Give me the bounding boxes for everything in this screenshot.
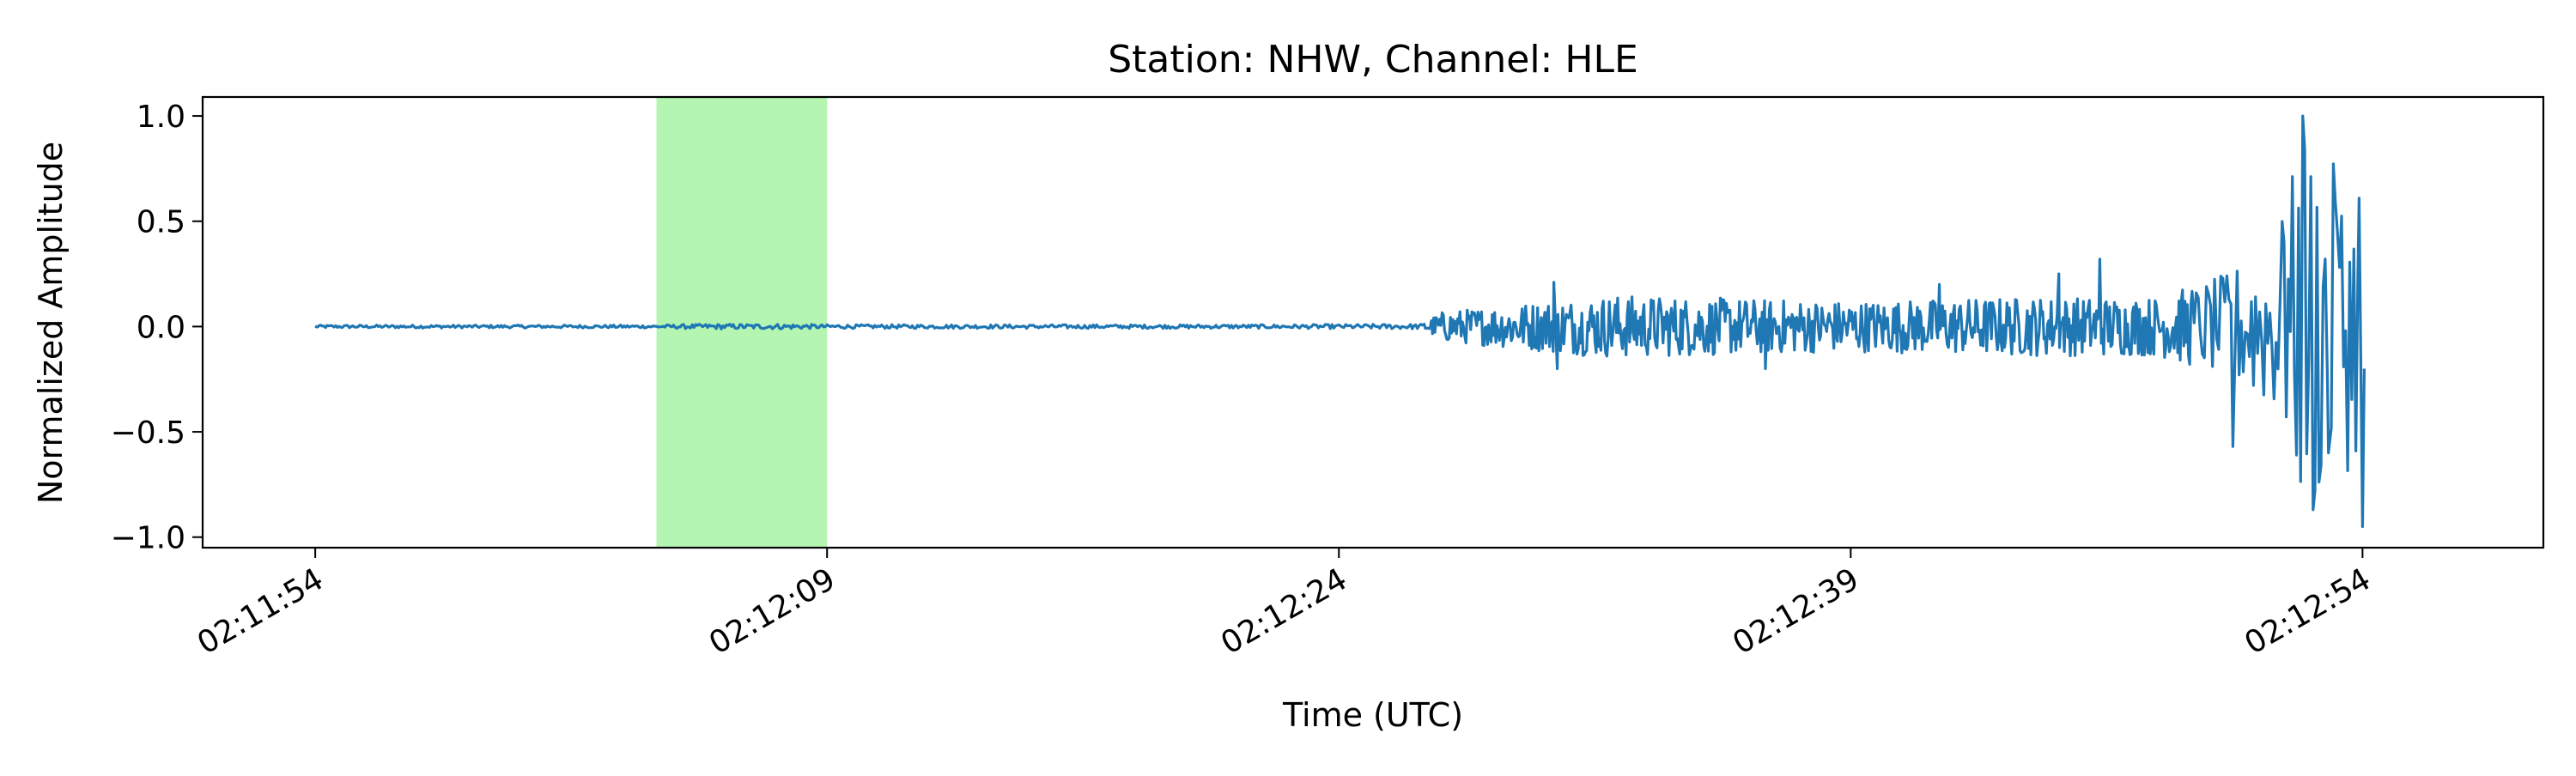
x-tick-label: 02:11:54	[191, 561, 330, 661]
y-tick-label: 0.0	[137, 310, 185, 345]
highlight-window	[656, 97, 828, 548]
plot-area	[201, 95, 2545, 549]
y-tick-label: 0.5	[137, 205, 185, 240]
x-axis: 02:11:54 02:12:09 02:12:24 02:12:39 02:12:54	[191, 548, 2377, 662]
x-tick-label: 02:12:09	[703, 561, 841, 661]
y-axis: 1.0 0.5 0.0 −0.5 −1.0	[111, 100, 203, 556]
x-axis-label: Time (UTC)	[1282, 696, 1463, 734]
series-line	[314, 114, 2366, 529]
y-tick-label: −0.5	[111, 415, 185, 451]
chart-title: Station: NHW, Channel: HLE	[1108, 38, 1638, 82]
y-axis-label: Normalized Amplitude	[32, 142, 70, 504]
x-tick-label: 02:12:54	[2239, 561, 2377, 661]
x-tick-label: 02:12:24	[1215, 561, 1353, 661]
plot-frame	[201, 95, 2545, 549]
x-tick-label: 02:12:39	[1727, 561, 1865, 661]
y-tick-label: 1.0	[137, 100, 185, 135]
y-tick-label: −1.0	[111, 521, 185, 556]
